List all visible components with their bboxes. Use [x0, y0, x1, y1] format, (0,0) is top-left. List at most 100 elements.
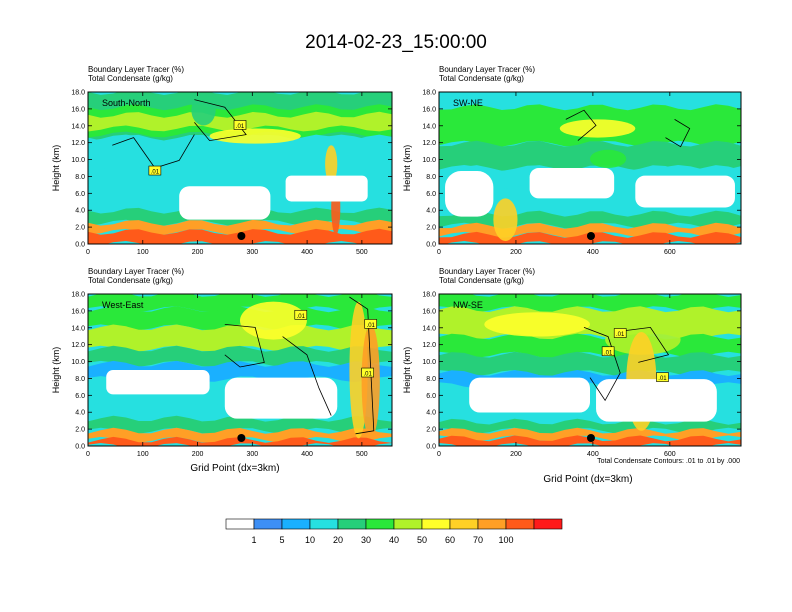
y-tick-label: 2.0	[75, 225, 85, 232]
y-tick-label: 18.0	[422, 90, 436, 97]
colorbar-label: 50	[417, 535, 427, 545]
cross-section-label: South-North	[102, 98, 151, 108]
location-marker	[586, 232, 595, 240]
plot-frame	[438, 293, 742, 447]
subtitle-condensate: Total Condensate (g/kg)	[88, 276, 173, 285]
field-blob	[493, 198, 518, 241]
contour-label: .01	[604, 350, 613, 356]
cross-section-label: West-East	[102, 300, 144, 310]
y-tick-label: 14.0	[71, 123, 85, 130]
y-tick-label: 14.0	[71, 325, 85, 332]
contour-label-box	[294, 309, 308, 320]
y-tick-label: 16.0	[71, 308, 85, 315]
clear-air-region	[635, 175, 735, 208]
condensate-contour	[583, 327, 621, 402]
location-marker	[237, 434, 246, 442]
x-tick-label: 500	[356, 451, 368, 458]
y-tick-label: 16.0	[422, 308, 436, 315]
colorbar-swatch	[337, 518, 367, 530]
x-tick-label: 400	[587, 249, 599, 256]
cross-section-label: SW-NE	[453, 98, 483, 108]
plot-frame	[438, 91, 742, 245]
x-tick-label: 200	[510, 451, 522, 458]
field-band	[88, 415, 392, 434]
clear-air-region	[224, 377, 338, 419]
x-tick-label: 400	[301, 451, 313, 458]
y-tick-label: 6.0	[75, 393, 85, 400]
colorbar-label: 5	[279, 535, 284, 545]
y-tick-label: 12.0	[422, 342, 436, 349]
y-tick-label: 8.0	[75, 376, 85, 383]
panel-field	[88, 294, 392, 446]
field-blob	[240, 301, 307, 340]
y-axis-label: Height (km)	[51, 145, 61, 192]
y-tick-label: 8.0	[426, 174, 436, 181]
y-tick-label: 18.0	[71, 90, 85, 97]
field-blob	[361, 324, 380, 439]
condensate-contour	[194, 99, 247, 142]
colorbar-label: 20	[333, 535, 343, 545]
subtitle-condensate: Total Condensate (g/kg)	[439, 74, 524, 83]
y-tick-label: 8.0	[426, 376, 436, 383]
colorbar-swatch	[281, 518, 311, 530]
y-tick-label: 2.0	[426, 427, 436, 434]
y-tick-label: 4.0	[426, 410, 436, 417]
y-tick-label: 14.0	[422, 123, 436, 130]
panel-sw-ne: 0 200 400 600 0.0 2.0 4.0 6.0 8.0 10.0 12.0 14.0 16.…	[402, 65, 742, 256]
x-tick-label: 200	[192, 249, 204, 256]
x-tick-label: 200	[510, 249, 522, 256]
y-tick-label: 0.0	[426, 242, 436, 249]
y-tick-label: 14.0	[422, 325, 436, 332]
y-tick-label: 12.0	[71, 342, 85, 349]
condensate-contour	[282, 336, 332, 416]
subtitle-tracer: Boundary Layer Tracer (%)	[439, 267, 535, 276]
colorbar-label: 70	[473, 535, 483, 545]
y-tick-label: 4.0	[75, 410, 85, 417]
contour-label: .01	[367, 323, 376, 329]
contour-label-box	[233, 120, 247, 130]
panel-field	[439, 92, 741, 244]
colorbar-label: 30	[361, 535, 371, 545]
y-tick-label: 2.0	[75, 427, 85, 434]
plot-frame	[87, 293, 393, 447]
x-tick-label: 300	[246, 451, 258, 458]
field-band	[439, 351, 741, 376]
panel-nw-se: .01 .01 .01 0 200 400 600 0.0 2.0 4.0 6.0 8.0 10.0 12…	[402, 267, 742, 458]
condensate-contour	[565, 109, 597, 141]
field-blob	[209, 128, 301, 144]
condensate-contour	[665, 119, 691, 148]
colorbar-swatch	[449, 518, 479, 530]
clear-air-region	[469, 377, 590, 413]
x-tick-label: 600	[664, 249, 676, 256]
x-tick-label: 600	[664, 451, 676, 458]
clear-air-region	[179, 186, 271, 220]
colorbar: 1 5 10 20 30 40 50 60 70 100	[225, 518, 563, 545]
x-tick-label: 0	[437, 451, 441, 458]
y-tick-label: 12.0	[422, 140, 436, 147]
colorbar-swatch	[253, 518, 283, 530]
field-band	[439, 370, 741, 389]
panel-south-north: .01 .01 0 100 200 300 400 500 0.0 2.0 4.0 6.0 8.0 10.…	[51, 65, 393, 256]
clear-air-region	[529, 168, 615, 199]
contour-label: .01	[151, 170, 160, 176]
y-axis-label: Height (km)	[402, 145, 412, 192]
clear-air-region	[285, 175, 368, 202]
contour-label-box	[364, 319, 378, 329]
y-tick-label: 0.0	[75, 242, 85, 249]
y-tick-label: 6.0	[75, 191, 85, 198]
colorbar-label: 40	[389, 535, 399, 545]
x-tick-label: 500	[356, 249, 368, 256]
y-tick-label: 10.0	[71, 359, 85, 366]
colorbar-swatch	[393, 518, 423, 530]
y-tick-label: 8.0	[75, 174, 85, 181]
y-tick-label: 0.0	[426, 444, 436, 451]
colorbar-swatch	[365, 518, 395, 530]
y-tick-label: 16.0	[71, 106, 85, 113]
x-tick-label: 0	[86, 451, 90, 458]
y-tick-label: 10.0	[422, 157, 436, 164]
subtitle-condensate: Total Condensate (g/kg)	[439, 276, 524, 285]
contour-note: Total Condensate Contours: .01 to .01 by…	[597, 458, 740, 465]
field-blob	[559, 119, 636, 138]
colorbar-swatch	[225, 518, 255, 530]
